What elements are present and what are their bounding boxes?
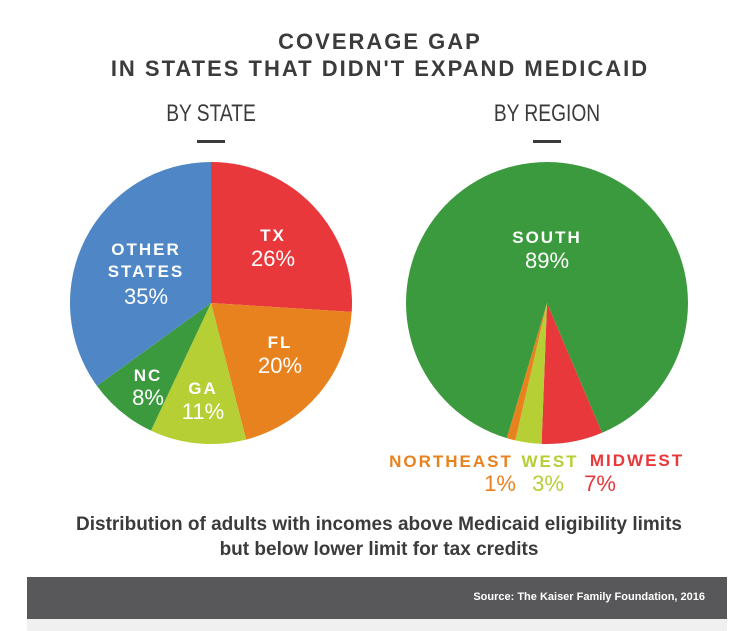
- pct-ga: 11%: [182, 399, 224, 424]
- pie2-slice-west: [515, 303, 547, 444]
- label-northeast: NORTHEAST: [389, 452, 513, 471]
- pie1-slice-nc: [96, 303, 211, 431]
- label-midwest: MIDWEST: [590, 451, 684, 470]
- source-text: Source: The Kaiser Family Foundation, 20…: [473, 591, 705, 603]
- pct-south: 89%: [525, 248, 569, 273]
- title-line-1: COVERAGE GAP: [278, 29, 482, 54]
- label-west: WEST: [521, 452, 578, 471]
- title-line-2: IN STATES THAT DIDN'T EXPAND MEDICAID: [110, 56, 650, 81]
- source-band: Source: The Kaiser Family Foundation, 20…: [27, 577, 727, 619]
- pct-fl: 20%: [258, 353, 302, 378]
- pie1-slice-tx: [211, 162, 352, 312]
- label-other-line1: OTHER: [111, 240, 181, 259]
- label-other-line2: STATES: [108, 262, 185, 281]
- pie1-slice-ga: [150, 303, 247, 444]
- label-fl: FL: [268, 333, 293, 352]
- pie1-slice-fl: [211, 303, 352, 440]
- pct-tx: 26%: [251, 246, 295, 271]
- caption-line-1: Distribution of adults with incomes abov…: [76, 514, 682, 535]
- pct-northeast: 1%: [484, 471, 516, 496]
- label-nc: NC: [134, 366, 163, 385]
- pie2-divider: [533, 140, 561, 143]
- caption: Distribution of adults with incomes abov…: [0, 512, 748, 562]
- bottom-strip: [27, 619, 727, 631]
- chart-title: COVERAGE GAP IN STATES THAT DIDN'T EXPAND…: [0, 28, 748, 82]
- pie2-slice-northeast: [506, 303, 547, 441]
- pie2-slice-south: [406, 161, 689, 439]
- pct-west: 3%: [532, 471, 564, 496]
- pct-midwest: 7%: [584, 471, 616, 496]
- pct-other: 35%: [124, 284, 168, 309]
- pie1-divider: [197, 140, 225, 143]
- label-tx: TX: [260, 226, 286, 245]
- label-ga: GA: [188, 379, 218, 398]
- pct-nc: 8%: [132, 385, 164, 410]
- pie2-title: BY REGION: [493, 100, 601, 127]
- pie1-slice-other-states: [70, 162, 212, 386]
- pie2-slice-midwest: [541, 303, 603, 444]
- pie1-title: BY STATE: [166, 100, 256, 127]
- label-south: SOUTH: [512, 228, 582, 247]
- caption-line-2: but below lower limit for tax credits: [219, 539, 539, 560]
